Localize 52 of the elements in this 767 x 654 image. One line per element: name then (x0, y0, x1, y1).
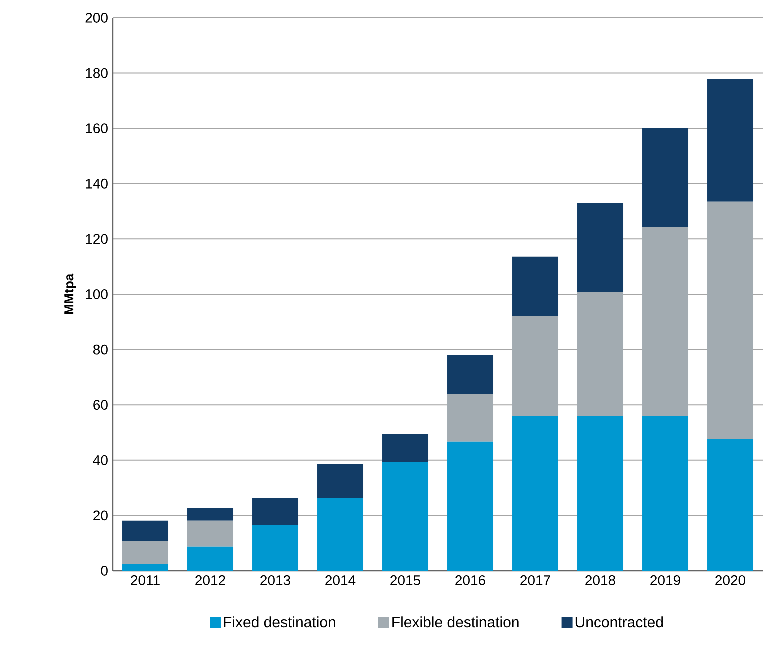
x-tick-label: 2016 (456, 576, 486, 586)
y-axis-title: MMtpa (64, 274, 76, 314)
bar (448, 394, 494, 442)
bar (642, 416, 689, 571)
bar (642, 227, 689, 416)
x-tick-label: 2014 (326, 576, 356, 586)
bar (708, 202, 754, 440)
y-tick-label: 60 (94, 400, 108, 410)
bar (188, 546, 234, 571)
y-tick-label: 20 (94, 510, 108, 521)
bar (122, 520, 169, 542)
x-tick-label: 2013 (260, 576, 290, 586)
bar (642, 128, 689, 228)
y-tick-label: 160 (86, 124, 108, 134)
x-tick-label: 2011 (131, 576, 160, 586)
bar (318, 498, 364, 571)
bar (122, 541, 169, 564)
y-tick-label: 0 (101, 566, 108, 576)
y-tick-label: 140 (86, 178, 108, 189)
bar (382, 434, 429, 462)
bar (252, 525, 299, 571)
legend-label: Fixed destination (224, 616, 336, 628)
x-tick-label: 2017 (520, 576, 550, 586)
bar (382, 462, 429, 571)
bar (708, 79, 754, 202)
x-tick-label: 2020 (716, 576, 746, 586)
y-tick-label: 40 (93, 455, 108, 466)
y-tick-label: 120 (86, 234, 108, 244)
bar (188, 508, 234, 521)
bar (708, 439, 754, 571)
bar (512, 256, 559, 316)
bar (512, 416, 559, 571)
x-tick-label: 2015 (390, 576, 420, 586)
legend-label: Uncontracted (576, 616, 664, 628)
y-tick-label: 180 (86, 68, 108, 78)
bar (318, 464, 364, 498)
y-tick-label: 100 (86, 290, 108, 300)
y-tick-label: 200 (86, 13, 108, 23)
bar (578, 202, 624, 292)
bar (578, 416, 624, 571)
bar (512, 316, 559, 416)
x-tick-label: 2018 (586, 576, 616, 586)
bar (122, 564, 169, 571)
bar (448, 442, 494, 571)
bar (188, 520, 234, 547)
bar (252, 498, 299, 526)
y-tick-label: 80 (94, 344, 108, 355)
legend-label: Flexible destination (392, 616, 519, 628)
x-tick-label: 2019 (650, 576, 680, 586)
bar (448, 355, 494, 394)
x-tick-label: 2012 (196, 576, 226, 586)
bar (578, 292, 624, 416)
